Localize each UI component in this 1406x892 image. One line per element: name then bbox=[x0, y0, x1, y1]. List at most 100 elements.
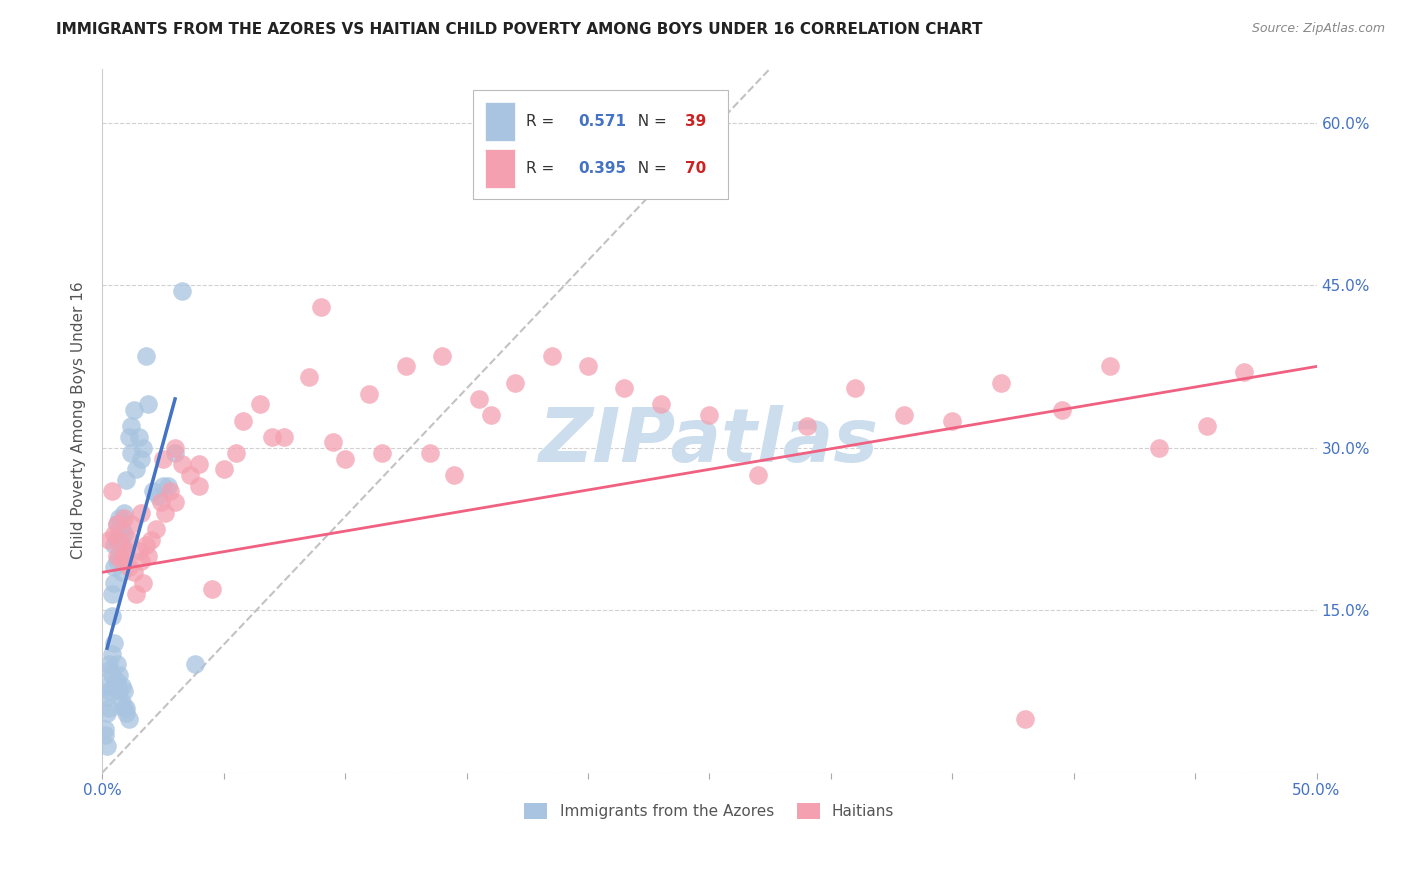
Point bbox=[108, 511, 131, 525]
Point bbox=[111, 566, 134, 580]
Point bbox=[200, 582, 222, 596]
Point bbox=[128, 430, 150, 444]
Point bbox=[172, 284, 194, 298]
Text: 0.395: 0.395 bbox=[578, 161, 626, 176]
Point bbox=[540, 349, 562, 363]
Point bbox=[112, 684, 135, 698]
Point bbox=[844, 381, 866, 395]
Point bbox=[125, 587, 148, 601]
Point bbox=[322, 435, 344, 450]
Text: IMMIGRANTS FROM THE AZORES VS HAITIAN CHILD POVERTY AMONG BOYS UNDER 16 CORRELAT: IMMIGRANTS FROM THE AZORES VS HAITIAN CH… bbox=[56, 22, 983, 37]
Point bbox=[105, 516, 128, 531]
Point bbox=[135, 538, 157, 552]
Point bbox=[139, 533, 162, 547]
Point bbox=[225, 446, 247, 460]
Point bbox=[941, 414, 963, 428]
Point bbox=[132, 441, 155, 455]
Point bbox=[699, 408, 721, 422]
Point bbox=[118, 560, 141, 574]
Point bbox=[155, 506, 177, 520]
Point bbox=[111, 695, 134, 709]
Text: R =: R = bbox=[526, 161, 560, 176]
Point bbox=[129, 506, 152, 520]
Point bbox=[112, 700, 135, 714]
Point bbox=[183, 657, 205, 672]
Point bbox=[149, 495, 172, 509]
Point bbox=[108, 668, 131, 682]
Text: R =: R = bbox=[526, 114, 560, 128]
Point bbox=[96, 739, 118, 753]
Point bbox=[1147, 441, 1170, 455]
Point bbox=[990, 376, 1012, 390]
Text: 39: 39 bbox=[685, 114, 706, 128]
Point bbox=[138, 397, 160, 411]
Point bbox=[103, 636, 125, 650]
Point bbox=[650, 397, 672, 411]
Point bbox=[120, 516, 142, 531]
Point bbox=[93, 723, 115, 737]
Point bbox=[165, 446, 187, 460]
Point bbox=[146, 490, 169, 504]
Point bbox=[105, 554, 128, 568]
Point bbox=[105, 673, 128, 688]
FancyBboxPatch shape bbox=[472, 90, 727, 199]
Point bbox=[1233, 365, 1256, 379]
Point bbox=[359, 386, 381, 401]
Point bbox=[115, 473, 138, 487]
Point bbox=[796, 419, 818, 434]
Point bbox=[188, 457, 211, 471]
Point bbox=[112, 511, 135, 525]
Point bbox=[395, 359, 418, 374]
Point bbox=[159, 484, 181, 499]
Text: Source: ZipAtlas.com: Source: ZipAtlas.com bbox=[1251, 22, 1385, 36]
Point bbox=[108, 549, 131, 563]
Point bbox=[432, 349, 454, 363]
Point bbox=[103, 679, 125, 693]
Point bbox=[98, 684, 121, 698]
Point bbox=[105, 657, 128, 672]
Text: ZIPatlas: ZIPatlas bbox=[540, 405, 879, 478]
Point bbox=[309, 300, 332, 314]
Point bbox=[96, 690, 118, 704]
Point bbox=[118, 533, 141, 547]
Point bbox=[122, 566, 145, 580]
Point bbox=[165, 495, 187, 509]
Point bbox=[115, 700, 138, 714]
Point bbox=[443, 467, 465, 482]
Point bbox=[103, 538, 125, 552]
Point bbox=[152, 478, 174, 492]
Point bbox=[172, 457, 194, 471]
Text: 70: 70 bbox=[685, 161, 706, 176]
Point bbox=[108, 527, 131, 541]
Point bbox=[1197, 419, 1219, 434]
Point bbox=[108, 684, 131, 698]
Point bbox=[129, 451, 152, 466]
Text: N =: N = bbox=[628, 161, 672, 176]
Legend: Immigrants from the Azores, Haitians: Immigrants from the Azores, Haitians bbox=[519, 797, 900, 825]
Point bbox=[613, 381, 636, 395]
Point bbox=[115, 706, 138, 720]
Text: N =: N = bbox=[628, 114, 672, 128]
Point bbox=[98, 700, 121, 714]
Point bbox=[479, 408, 502, 422]
Point bbox=[145, 522, 167, 536]
Point bbox=[138, 549, 160, 563]
Point bbox=[1050, 402, 1073, 417]
Point bbox=[156, 478, 179, 492]
Point bbox=[105, 533, 128, 547]
Point bbox=[135, 349, 157, 363]
Point bbox=[165, 441, 187, 455]
Point bbox=[262, 430, 284, 444]
Point bbox=[129, 554, 152, 568]
Point bbox=[111, 679, 134, 693]
Point bbox=[103, 527, 125, 541]
Point bbox=[118, 430, 141, 444]
Point bbox=[125, 462, 148, 476]
Point bbox=[152, 451, 174, 466]
Point bbox=[333, 451, 356, 466]
Point bbox=[503, 376, 526, 390]
Point bbox=[1014, 712, 1036, 726]
Point bbox=[112, 527, 135, 541]
Bar bbox=[485, 102, 515, 141]
Point bbox=[101, 587, 124, 601]
